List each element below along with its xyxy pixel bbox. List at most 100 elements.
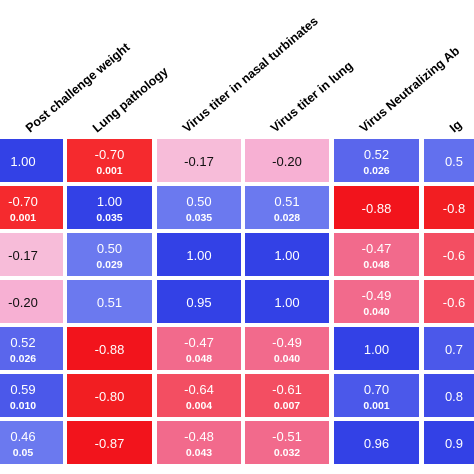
cell-p-value-label: 0.040 — [274, 353, 300, 365]
cell-value-label: 1.00 — [364, 342, 389, 357]
column-label: Virus titer in nasal turbinates — [180, 14, 321, 135]
heatmap-cell — [245, 421, 329, 464]
column-label: Post challenge weight — [23, 40, 133, 136]
heatmap-cell — [424, 280, 474, 323]
heatmap-cell — [157, 374, 241, 417]
heatmap-cell — [334, 421, 419, 464]
cell-value-label: 0.52 — [364, 147, 389, 162]
heatmap-cell — [245, 374, 329, 417]
cell-p-value-label: 0.029 — [96, 259, 122, 271]
heatmap-cell — [157, 186, 241, 229]
heatmap-cell — [157, 327, 241, 370]
cell-p-value-label: 0.043 — [186, 447, 212, 459]
cell-value-label: -0.70 — [8, 194, 38, 209]
cell-value-label: 0.50 — [97, 241, 122, 256]
cell-p-value-label: 0.048 — [186, 353, 212, 365]
heatmap-cell — [424, 327, 474, 370]
cell-value-label: -0.88 — [95, 342, 125, 357]
heatmap-cell — [0, 280, 63, 323]
cell-p-value-label: 0.026 — [10, 353, 36, 365]
cell-value-label: -0.70 — [95, 147, 125, 162]
cell-value-label: 0.51 — [97, 295, 122, 310]
cell-value-label: 0.46 — [10, 429, 35, 444]
cell-p-value-label: 0.001 — [10, 212, 36, 224]
cell-p-value-label: 0.05 — [13, 447, 34, 459]
cell-value-label: -0.61 — [272, 382, 302, 397]
cell-value-label: -0.6 — [443, 295, 465, 310]
cell-value-label: 0.9 — [445, 436, 463, 451]
cell-value-label: 0.8 — [445, 389, 463, 404]
heatmap-cell — [0, 327, 63, 370]
heatmap-cell — [67, 186, 152, 229]
heatmap-cell — [424, 186, 474, 229]
cell-p-value-label: 0.007 — [274, 400, 300, 412]
cell-value-label: -0.17 — [184, 154, 214, 169]
cell-value-label: -0.88 — [362, 201, 392, 216]
heatmap-cell — [334, 374, 419, 417]
cell-value-label: -0.47 — [362, 241, 392, 256]
heatmap-cell — [424, 139, 474, 182]
cell-value-label: -0.80 — [95, 389, 125, 404]
column-label: Virus titer in lung — [268, 59, 356, 136]
heatmap-cell — [67, 280, 152, 323]
cell-value-label: -0.17 — [8, 248, 38, 263]
heatmap-cell — [67, 327, 152, 370]
cell-value-label: 0.70 — [364, 382, 389, 397]
cell-value-label: 0.5 — [445, 154, 463, 169]
heatmap-cell — [0, 186, 63, 229]
cell-value-label: -0.64 — [184, 382, 214, 397]
heatmap-cell — [334, 327, 419, 370]
cell-p-value-label: 0.048 — [363, 259, 389, 271]
cell-value-label: 0.52 — [10, 335, 35, 350]
heatmap-cell — [0, 421, 63, 464]
cell-value-label: 0.96 — [364, 436, 389, 451]
cell-value-label: -0.49 — [362, 288, 392, 303]
heatmap-cells: 1.00 -0.70 0.001 -0.17 -0.20 0.52 0.026 0.5 -0.7… — [0, 139, 474, 464]
heatmap-cell — [245, 233, 329, 276]
cell-value-label: -0.20 — [272, 154, 302, 169]
cell-value-label: 1.00 — [274, 248, 299, 263]
cell-p-value-label: 0.035 — [186, 212, 212, 224]
heatmap-cell — [245, 139, 329, 182]
heatmap-cell — [245, 280, 329, 323]
heatmap-cell — [157, 280, 241, 323]
heatmap-cell — [245, 186, 329, 229]
cell-value-label: 1.00 — [186, 248, 211, 263]
heatmap-cell — [245, 327, 329, 370]
heatmap-cell — [334, 139, 419, 182]
heatmap-cell — [67, 374, 152, 417]
heatmap-cell — [0, 233, 63, 276]
heatmap-cell — [0, 374, 63, 417]
cell-value-label: -0.47 — [184, 335, 214, 350]
cell-value-label: 0.7 — [445, 342, 463, 357]
cell-value-label: -0.51 — [272, 429, 302, 444]
cell-value-label: 0.95 — [186, 295, 211, 310]
column-label: Virus Neutralizing Ab — [357, 44, 463, 136]
heatmap-cell — [67, 421, 152, 464]
heatmap-cell — [157, 233, 241, 276]
heatmap-cell — [334, 186, 419, 229]
heatmap-cell — [424, 374, 474, 417]
heatmap-cell — [157, 139, 241, 182]
heatmap-cell — [0, 139, 63, 182]
cell-p-value-label: 0.026 — [363, 165, 389, 177]
cell-value-label: -0.87 — [95, 436, 125, 451]
cell-p-value-label: 0.028 — [274, 212, 300, 224]
heatmap-cell — [424, 233, 474, 276]
heatmap-cell — [334, 280, 419, 323]
cell-value-label: 0.50 — [186, 194, 211, 209]
cell-p-value-label: 0.001 — [363, 400, 389, 412]
cell-value-label: 0.59 — [10, 382, 35, 397]
heatmap-cell — [67, 139, 152, 182]
heatmap-cell — [424, 421, 474, 464]
cell-value-label: 1.00 — [274, 295, 299, 310]
cell-value-label: -0.49 — [272, 335, 302, 350]
heatmap-cell — [67, 233, 152, 276]
cell-value-label: 1.00 — [10, 154, 35, 169]
cell-p-value-label: 0.040 — [363, 306, 389, 318]
cell-p-value-label: 0.001 — [96, 165, 122, 177]
cell-value-label: -0.20 — [8, 295, 38, 310]
heatmap-cell — [157, 421, 241, 464]
